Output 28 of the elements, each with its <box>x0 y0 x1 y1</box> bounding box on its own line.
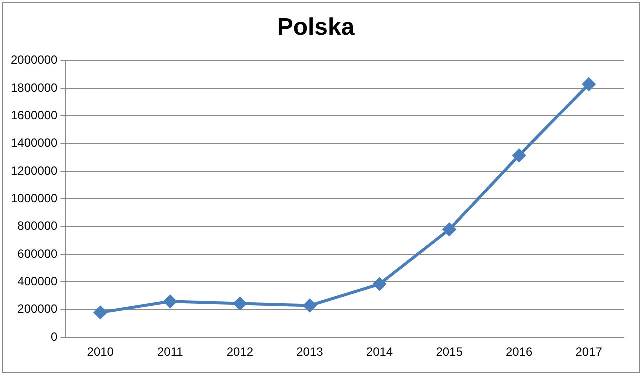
x-tick-label: 2011 <box>157 345 184 360</box>
y-tick-label: 1800000 <box>11 80 58 95</box>
y-tick-label: 1400000 <box>11 136 58 150</box>
point <box>582 78 596 91</box>
point <box>234 297 247 310</box>
y-tick-label: 800000 <box>18 219 58 234</box>
y-tick-label: 1200000 <box>11 164 58 178</box>
y-tick-label: 200000 <box>18 302 58 316</box>
x-tick-label: 2013 <box>296 345 324 360</box>
x-tick-label: 2012 <box>226 345 254 360</box>
y-tick-label: 400000 <box>18 274 58 289</box>
point <box>94 306 108 320</box>
x-tick-label: 2014 <box>366 345 394 360</box>
y-tick-label: 2000000 <box>11 53 58 68</box>
y-tick-label: 0 <box>51 330 58 344</box>
point <box>512 149 526 162</box>
x-tick-label: 2010 <box>87 345 114 360</box>
y-tick-label: 1000000 <box>11 192 58 206</box>
point <box>373 278 386 291</box>
point <box>164 295 177 308</box>
chart-title: Polska <box>277 14 356 42</box>
x-tick-label: 2015 <box>436 345 464 360</box>
x-tick-label: 2017 <box>576 345 603 360</box>
point <box>303 299 316 312</box>
y-tick-label: 1600000 <box>11 108 58 122</box>
point <box>443 223 456 236</box>
x-tick-label: 2016 <box>506 345 533 360</box>
y-tick-label: 600000 <box>18 246 58 261</box>
